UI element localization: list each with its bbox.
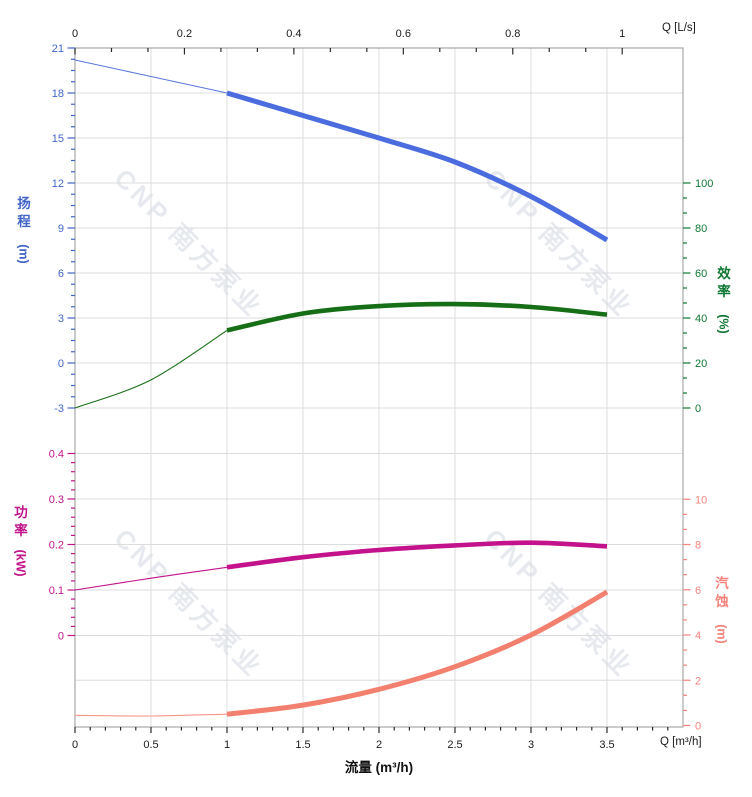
bottom-axis: 0 0.5 1 1.5 2 2.5 3 3.5 — [72, 727, 669, 751]
top-axis-tick-label: 1 — [619, 28, 625, 40]
head-tick-label: 15 — [52, 133, 64, 145]
power-curve-thick — [226, 540, 608, 570]
top-axis-tick-label: 0.6 — [396, 28, 411, 40]
npsh-tick-label: 8 — [695, 540, 701, 552]
efficiency-axis-title: 效率 (%) — [709, 265, 739, 334]
bottom-axis-tick-label: 2.5 — [447, 739, 462, 751]
efficiency-axis-unit: (%) — [716, 314, 731, 334]
npsh-axis-unit: (m) — [714, 624, 729, 644]
efficiency-tick-label: 20 — [695, 358, 707, 370]
efficiency-tick-label: 80 — [695, 223, 707, 235]
eff-curve — [74, 301, 608, 409]
bottom-axis-tick-label: 3.5 — [599, 739, 614, 751]
bottom-axis-tick-label: 2 — [376, 739, 382, 751]
top-axis-tick-label: 0.8 — [505, 28, 520, 40]
efficiency-tick-label: 60 — [695, 268, 707, 280]
head-tick-label: -3 — [54, 403, 64, 415]
top-axis-unit-label: Q [L/s] — [662, 22, 696, 34]
top-axis-tick-label: 0.4 — [286, 28, 301, 40]
power-axis-title: 功率 (kW) — [6, 504, 36, 577]
npsh-axis-title-text: 汽蚀 — [715, 576, 729, 609]
head-tick-label: 3 — [58, 313, 64, 325]
efficiency-axis-title-text: 效率 — [717, 266, 731, 299]
head-tick-label: 21 — [52, 43, 64, 55]
power-curve — [74, 540, 608, 591]
x-axis-title: 流量 (m³/h) — [344, 760, 414, 775]
npsh-tick-label: 0 — [695, 721, 701, 733]
power-axis-title-text: 功率 — [14, 505, 28, 538]
eff-curve-thick — [226, 301, 608, 333]
bottom-axis-tick-label: 3 — [528, 739, 534, 751]
power-axis-unit: (kW) — [13, 549, 28, 577]
power-tick-label: 0.2 — [49, 540, 64, 552]
head-curve — [74, 59, 609, 243]
npsh-curve — [74, 589, 609, 717]
bottom-axis-unit-label: Q [m³/h] — [660, 736, 702, 748]
plot-area: 0 0.2 0.4 0.6 0.8 10 0.5 1 1.5 2 2.5 3 3.52118151296… — [49, 28, 714, 751]
bottom-axis-tick-label: 1.5 — [295, 739, 310, 751]
npsh-axis: 10 8 6 4 2 0 — [683, 494, 707, 733]
npsh-tick-label: 2 — [695, 675, 701, 687]
top-axis-tick-label: 0 — [72, 28, 78, 40]
head-tick-label: 12 — [52, 178, 64, 190]
npsh-curve-thin — [74, 713, 228, 717]
gridlines — [75, 48, 683, 727]
npsh-tick-label: 4 — [695, 630, 701, 642]
head-tick-label: 6 — [58, 268, 64, 280]
power-curve-thin — [74, 566, 228, 591]
bottom-axis-tick-label: 1 — [224, 739, 230, 751]
eff-curve-thin — [74, 329, 228, 409]
head-tick-label: 0 — [58, 358, 64, 370]
efficiency-tick-label: 100 — [695, 178, 713, 190]
bottom-axis-tick-label: 0.5 — [143, 739, 158, 751]
power-tick-label: 0 — [58, 631, 64, 643]
npsh-tick-label: 10 — [695, 494, 707, 506]
head-axis-title: 扬程 (m) — [9, 195, 39, 264]
head-curve-thin — [74, 59, 228, 94]
head-curve-thick — [226, 90, 609, 243]
bottom-axis-tick-label: 0 — [72, 739, 78, 751]
head-tick-label: 18 — [52, 88, 64, 100]
power-tick-label: 0.4 — [49, 449, 64, 461]
head-axis: 21 18 15 12 9 6 3 0 -3 — [52, 43, 75, 415]
top-axis-tick-label: 0.2 — [177, 28, 192, 40]
npsh-curve-thick — [226, 589, 609, 717]
top-axis: 0 0.2 0.4 0.6 0.8 1 — [72, 28, 625, 55]
power-axis: 0.4 0.3 0.2 0.1 0 — [49, 449, 75, 643]
head-axis-unit: (m) — [16, 244, 31, 264]
power-tick-label: 0.3 — [49, 494, 64, 506]
npsh-tick-label: 6 — [695, 585, 701, 597]
power-tick-label: 0.1 — [49, 585, 64, 597]
head-tick-label: 9 — [58, 223, 64, 235]
npsh-axis-title: 汽蚀 (m) — [707, 575, 737, 644]
head-axis-title-text: 扬程 — [17, 196, 31, 229]
efficiency-axis: 100 80 60 40 20 0 — [683, 178, 713, 415]
efficiency-tick-label: 0 — [695, 403, 701, 415]
efficiency-tick-label: 40 — [695, 313, 707, 325]
